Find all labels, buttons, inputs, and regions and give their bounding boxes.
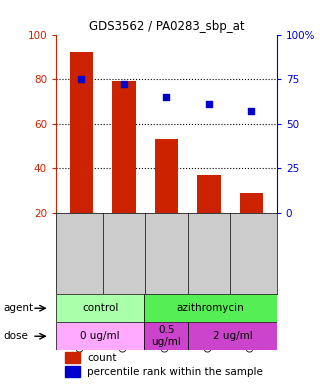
- Bar: [70, 52, 93, 213]
- Title: GDS3562 / PA0283_sbp_at: GDS3562 / PA0283_sbp_at: [89, 20, 244, 33]
- Text: agent: agent: [3, 303, 33, 313]
- Bar: [188, 322, 277, 350]
- Point: [164, 94, 169, 100]
- Text: percentile rank within the sample: percentile rank within the sample: [87, 366, 263, 377]
- Text: 0.5
ug/ml: 0.5 ug/ml: [151, 325, 181, 347]
- Bar: [56, 322, 144, 350]
- Bar: [65, 366, 80, 377]
- Text: 0 ug/ml: 0 ug/ml: [80, 331, 120, 341]
- Point: [206, 101, 212, 107]
- Point: [121, 81, 126, 88]
- Bar: [197, 175, 220, 213]
- Point: [249, 108, 254, 114]
- Bar: [240, 193, 263, 213]
- Point: [79, 76, 84, 82]
- Bar: [155, 139, 178, 213]
- Bar: [65, 352, 80, 363]
- Text: azithromycin: azithromycin: [177, 303, 244, 313]
- Text: count: count: [87, 353, 116, 362]
- Bar: [144, 322, 188, 350]
- Bar: [56, 294, 144, 322]
- Bar: [112, 81, 136, 213]
- Text: control: control: [82, 303, 118, 313]
- Text: 2 ug/ml: 2 ug/ml: [213, 331, 252, 341]
- Bar: [144, 294, 277, 322]
- Text: dose: dose: [3, 331, 28, 341]
